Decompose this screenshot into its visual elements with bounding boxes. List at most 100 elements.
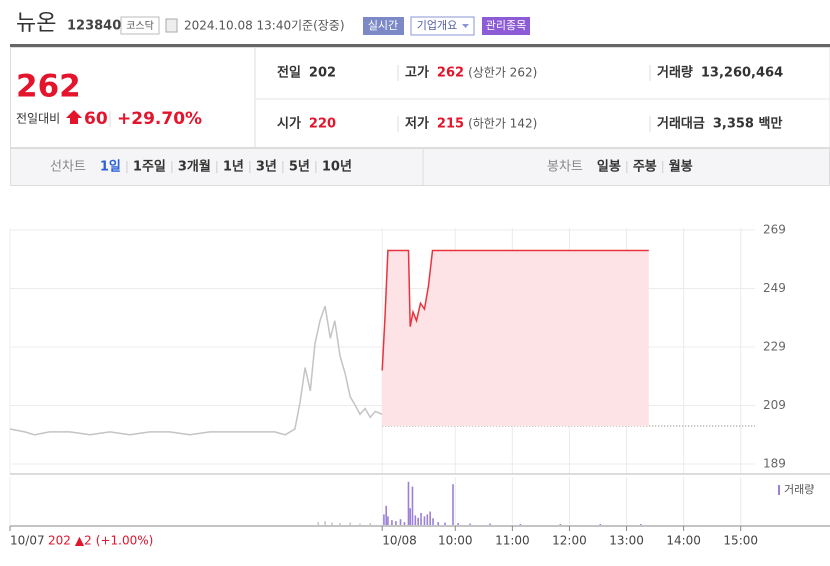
x-tick-label: 13:00 — [609, 534, 644, 548]
change-label: 전일대비 — [16, 112, 60, 126]
stat-extra: (상한가 262) — [468, 66, 537, 80]
tab[interactable]: 주봉 — [633, 160, 657, 175]
price-line — [9, 305, 383, 436]
tab[interactable]: 10년 — [322, 160, 352, 175]
chart: 189 209 229 249 269 10/07 10/08 10:00 11:00 12:00… — [9, 223, 830, 548]
volume-bar — [469, 523, 471, 525]
volume-bar — [437, 522, 439, 525]
header-rule — [10, 44, 830, 47]
legend-label: 거래량 — [784, 483, 814, 496]
volume-bar — [391, 520, 393, 525]
market-box — [120, 16, 160, 35]
volume-bar — [411, 486, 414, 525]
stat-label: 거래대금 — [657, 117, 705, 132]
volume-bar — [399, 519, 402, 525]
price-line — [381, 249, 649, 371]
market: 코스닥 — [126, 20, 154, 32]
datetime: 2024.10.08 13:40 — [184, 19, 291, 33]
stat-value: 262 — [437, 66, 464, 81]
tab[interactable]: 3년 — [256, 160, 277, 175]
volume-bar — [420, 513, 422, 525]
tabs: 선차트 1일 1주일 3개월 1년 3년 5년 10년 봉차트 일봉 주봉 월봉 — [50, 159, 693, 175]
y-tick-label: 189 — [763, 457, 786, 471]
tab-bar — [10, 148, 830, 186]
volume-bar — [395, 521, 397, 525]
volume-bar — [423, 516, 426, 525]
volume-bar — [407, 481, 410, 525]
volume-bar — [349, 522, 352, 525]
legend-swatch — [778, 485, 780, 495]
volume-bar — [457, 523, 459, 525]
volume-bar — [444, 522, 446, 525]
volume-bar — [331, 522, 333, 525]
stat-extra: (하한가 142) — [468, 117, 537, 131]
tab-group-label: 봉차트 — [547, 160, 583, 175]
prev-close: 202 — [48, 534, 71, 548]
button-label[interactable]: 실시간 — [368, 19, 398, 32]
stat-label: 전일 — [277, 65, 301, 81]
change-rate: +29.70% — [117, 109, 202, 129]
tab-group-label: 선차트 — [50, 160, 86, 175]
stat-label: 고가 — [405, 66, 429, 81]
volume-bar — [426, 514, 429, 525]
button[interactable] — [363, 17, 404, 35]
status: 기준(장중) — [291, 19, 345, 33]
volume-bar — [429, 511, 431, 525]
x-tick-label: 10/08 — [382, 534, 417, 548]
clock-icon — [165, 18, 178, 33]
volume-bar — [432, 518, 434, 525]
tab[interactable]: 월봉 — [669, 159, 693, 175]
x-tick-label: 12:00 — [552, 534, 587, 548]
current-price: 262 — [16, 69, 81, 105]
volume-bar — [559, 524, 562, 525]
button-label[interactable]: 기업개요 — [417, 19, 457, 32]
stat-value: 202 — [309, 66, 336, 81]
y-tick-label: 249 — [763, 281, 786, 295]
volume-bar — [387, 516, 389, 525]
tab[interactable]: 1주일 — [133, 160, 166, 175]
volume-bar — [640, 524, 642, 525]
stock-code: 123840 — [67, 19, 121, 34]
up-icon — [66, 110, 82, 124]
volume-bar — [359, 523, 361, 525]
tab[interactable]: 1일 — [100, 160, 121, 175]
tab[interactable]: 일봉 — [597, 160, 621, 175]
area — [382, 250, 649, 427]
volume-bar — [519, 524, 522, 525]
stats: 전일 202 고가 262 (상한가 262) 거래량 13,260,464 시가 220 저가 2… — [277, 65, 783, 132]
prev-change: ▲2 — [75, 534, 92, 548]
volume-bar — [403, 522, 406, 525]
y-tick-label: 229 — [763, 340, 786, 354]
stat-value: 3,358 백만 — [713, 116, 783, 132]
stat-label: 시가 — [277, 117, 301, 132]
y-tick-label: 209 — [763, 398, 786, 412]
x-tick-label: 11:00 — [495, 534, 530, 548]
volume-bar — [385, 505, 388, 525]
volume-bar — [409, 508, 411, 525]
y-tick-label: 269 — [763, 223, 786, 237]
volume-bar — [599, 524, 602, 525]
volume-bar — [489, 523, 491, 525]
x-tick-label: 10:00 — [438, 534, 473, 548]
stat-value: 215 — [437, 117, 464, 132]
x-tick-label: 14:00 — [666, 534, 701, 548]
volume-bar — [383, 514, 385, 525]
button[interactable] — [482, 17, 530, 35]
tab[interactable]: 5년 — [289, 160, 310, 175]
x-tick-label: 10/07 — [10, 534, 45, 548]
tab[interactable]: 1년 — [223, 160, 244, 175]
tab[interactable]: 3개월 — [178, 159, 211, 175]
stats-box — [254, 47, 830, 148]
stat-label: 거래량 — [657, 66, 693, 81]
x-tick-label: 15:00 — [723, 534, 758, 548]
stat-value: 13,260,464 — [701, 66, 783, 81]
volume-bar — [417, 517, 419, 525]
volume-bar — [414, 515, 417, 525]
button[interactable] — [410, 16, 475, 36]
volume-bar — [339, 523, 341, 525]
button-label[interactable]: 관리종목 — [486, 19, 526, 32]
volume-bar — [324, 521, 326, 525]
volume-bar — [317, 522, 320, 525]
